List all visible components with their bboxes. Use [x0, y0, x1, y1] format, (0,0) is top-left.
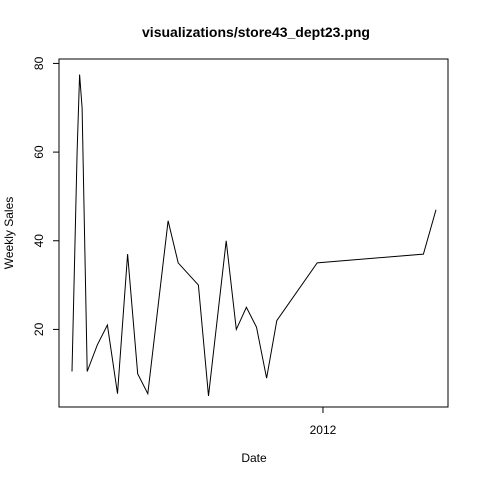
x-axis: 2012: [310, 407, 337, 437]
y-axis-label: Weekly Sales: [2, 197, 16, 269]
x-axis-label: Date: [241, 451, 267, 465]
chart-title: visualizations/store43_dept23.png: [142, 24, 370, 40]
series-layer: [71, 74, 437, 396]
y-axis: 20 40 60 80: [32, 56, 59, 336]
series-line: [71, 74, 437, 396]
plot-frame: [58, 58, 449, 408]
y-tick-label: 20: [32, 322, 46, 336]
x-tick-label: 2012: [310, 423, 337, 437]
y-tick-label: 80: [32, 56, 46, 70]
y-tick-label: 40: [32, 234, 46, 248]
y-tick-label: 60: [32, 145, 46, 159]
